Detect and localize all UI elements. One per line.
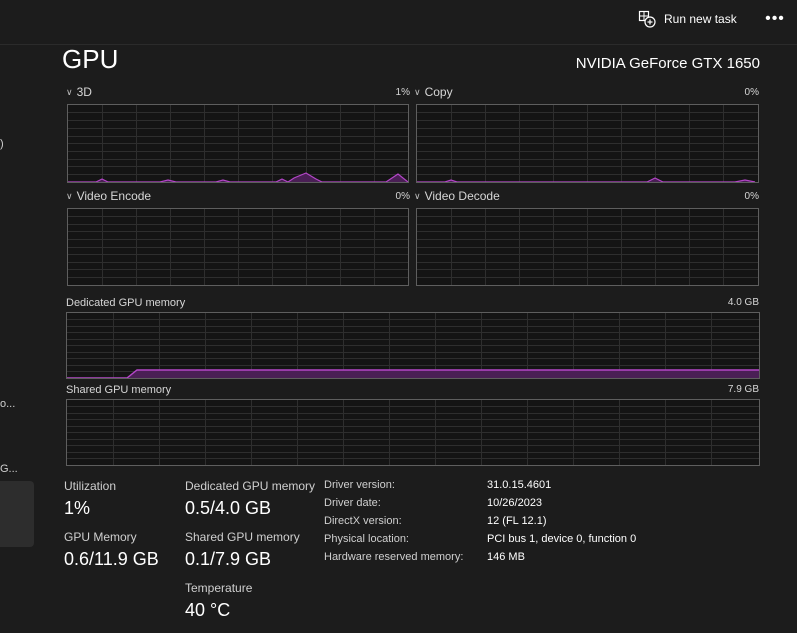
graph-video-encode-plot [68,209,408,285]
command-bar: Run new task ••• [0,0,797,45]
engine-percent: 1% [395,87,410,98]
graph-dedicated-memory [66,312,760,379]
hardware-reserved-memory-label: Hardware reserved memory: [324,551,464,563]
graph-video-encode [67,208,409,286]
engine-label: 3D [76,85,92,99]
dedicated-memory-label: Dedicated GPU memory [185,479,316,493]
temperature-label: Temperature [185,581,253,595]
utilization-value: 1% [64,498,91,518]
sidebar-item-fragment[interactable]: ) [0,138,4,150]
engine-percent: 0% [395,191,410,202]
graph-shared-memory [66,399,760,466]
sidebar-item-selected[interactable] [0,481,34,547]
graph-3d [67,104,409,183]
temperature-value: 40 °C [185,600,231,620]
driver-version-label: Driver version: [324,479,395,491]
sidebar: ) o... G... [0,45,38,633]
chevron-down-icon: ∨ [414,190,421,201]
engine-percent: 0% [744,87,759,98]
engine-label: Video Decode [424,189,500,203]
shared-memory-max: 7.9 GB [727,384,759,395]
gpu-memory-label: GPU Memory [64,530,137,544]
utilization-label: Utilization [64,479,117,493]
sidebar-item-fragment[interactable]: o... [0,398,16,410]
engine-selector-video-decode[interactable]: ∨ Video Decode [414,189,500,203]
engine-label: Copy [424,85,453,99]
sidebar-item-fragment[interactable]: G... [0,463,18,475]
run-new-task-label: Run new task [664,12,737,26]
graph-copy-plot [417,105,758,182]
dedicated-memory-value: 0.5/4.0 GB [185,498,272,518]
dedicated-memory-max: 4.0 GB [727,297,759,308]
shared-memory-value: 0.1/7.9 GB [185,549,272,569]
chevron-down-icon: ∨ [414,86,421,97]
page-title: GPU [62,44,119,74]
run-new-task-button[interactable]: Run new task [638,8,737,30]
graph-shared-memory-plot [67,400,759,465]
graph-3d-plot [68,105,408,182]
more-options-button[interactable]: ••• [760,8,790,30]
run-task-icon [638,10,656,28]
driver-version-value: 31.0.15.4601 [487,479,552,491]
physical-location-value: PCI bus 1, device 0, function 0 [487,533,637,545]
dedicated-memory-graph-label: Dedicated GPU memory [66,297,186,309]
graph-dedicated-memory-plot [67,313,759,378]
driver-date-value: 10/26/2023 [487,497,543,509]
engine-percent: 0% [744,191,759,202]
engine-selector-video-encode[interactable]: ∨ Video Encode [66,189,151,203]
chevron-down-icon: ∨ [66,190,73,201]
gpu-device-name: NVIDIA GeForce GTX 1650 [575,55,760,72]
gpu-memory-value: 0.6/11.9 GB [64,549,159,569]
shared-memory-graph-label: Shared GPU memory [66,384,172,396]
directx-version-label: DirectX version: [324,515,402,527]
directx-version-value: 12 (FL 12.1) [487,515,547,527]
physical-location-label: Physical location: [324,533,409,545]
chevron-down-icon: ∨ [66,86,73,97]
engine-label: Video Encode [76,189,152,203]
engine-selector-3d[interactable]: ∨ 3D [66,85,92,99]
hardware-reserved-memory-value: 146 MB [487,551,525,563]
graph-video-decode-plot [417,209,758,285]
graph-video-decode [416,208,759,286]
driver-date-label: Driver date: [324,497,381,509]
shared-memory-label: Shared GPU memory [185,530,300,544]
more-icon: ••• [765,10,785,27]
graph-copy [416,104,759,183]
engine-selector-copy[interactable]: ∨ Copy [414,85,453,99]
